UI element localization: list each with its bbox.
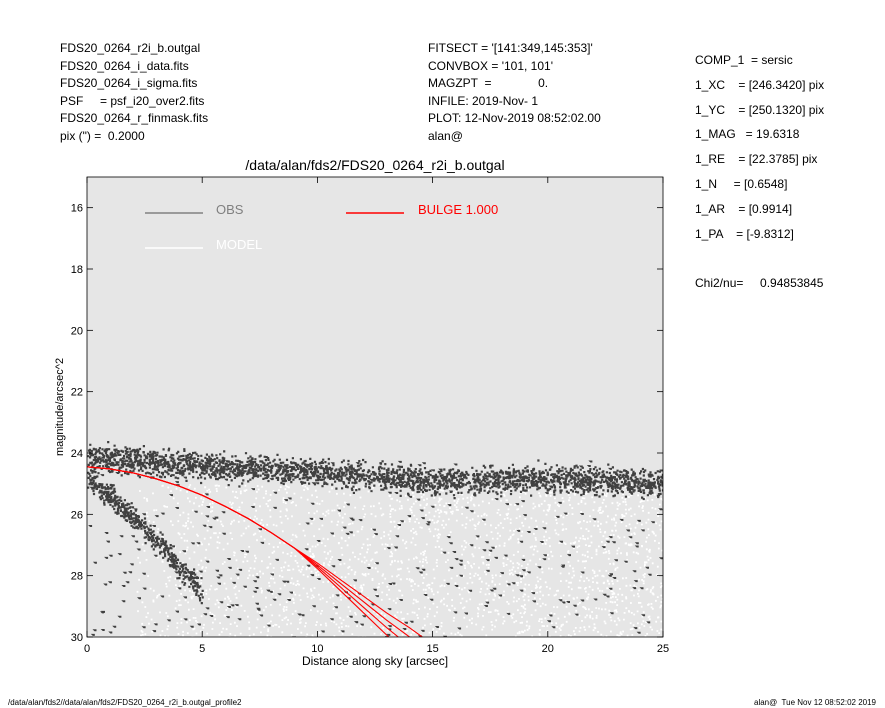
legend-bulge-label: BULGE 1.000 — [418, 202, 498, 217]
footer-left: /data/alan/fds2//data/alan/fds2/FDS20_02… — [8, 698, 242, 707]
fit-param-line: 1_YC = [250.1320] pix — [695, 102, 825, 117]
fit-param-line: 1_RE = [22.3785] pix — [695, 152, 818, 167]
x-tick-label: 5 — [199, 643, 205, 655]
fit-param-line: 1_N = [0.6548] — [695, 176, 788, 191]
header-middle-line: MAGZPT = 0. — [428, 76, 549, 90]
fit-parameters-block: COMP_1 = sersic 1_XC = [246.3420] pix 1_YC… — [695, 48, 824, 296]
y-tick-label: 16 — [71, 203, 83, 215]
fit-param-line: Chi2/nu= 0.94853845 — [695, 276, 824, 291]
x-tick-label: 20 — [542, 643, 554, 655]
axis-ticks: 0 5 10 15 20 25 16 18 20 22 24 26 28 30 — [71, 177, 669, 655]
header-middle-line: CONVBOX = '101, 101' — [428, 58, 553, 73]
obs-points-layer — [87, 441, 663, 637]
y-tick-label: 30 — [71, 632, 83, 644]
plot-frame — [86, 176, 664, 638]
y-axis-label: magnitude/arcsec^2 — [54, 358, 66, 456]
fit-param-line: 1_AR = [0.9914] — [695, 201, 793, 216]
y-tick-label: 26 — [71, 509, 83, 521]
x-tick-label: 10 — [311, 643, 323, 655]
x-tick-label: 25 — [657, 643, 669, 655]
y-tick-label: 24 — [71, 448, 83, 460]
header-middle-line: alan@ — [428, 128, 463, 143]
fit-param-line: COMP_1 = sersic — [695, 53, 793, 67]
y-tick-label: 20 — [71, 325, 83, 337]
header-left-line: PSF = psf_i20_over2.fits — [60, 93, 205, 108]
y-tick-label: 18 — [71, 264, 83, 276]
header-left-block: FDS20_0264_r2i_b.outgal FDS20_0264_i_data… — [60, 40, 208, 145]
header-middle-line: INFILE: 2019-Nov- 1 — [428, 93, 539, 108]
x-axis-label: Distance along sky [arcsec] — [302, 654, 448, 668]
legend-model-label: MODEL — [216, 237, 262, 252]
fit-param-line: 1_MAG = 19.6318 — [695, 127, 800, 142]
header-middle-block: FITSECT = '[141:349,145:353]' CONVBOX = '… — [428, 40, 601, 145]
fit-param-line: 1_PA = [-9.8312] — [695, 226, 794, 241]
chart-title: /data/alan/fds2/FDS20_0264_r2i_b.outgal — [245, 157, 505, 173]
bulge-curve — [87, 466, 390, 637]
header-left-line: pix (") = 0.2000 — [60, 128, 145, 143]
obs-points — [87, 441, 663, 637]
plot-area — [87, 177, 663, 637]
header-middle-line: FITSECT = '[141:349,145:353]' — [428, 41, 593, 55]
header-left-line: FDS20_0264_r2i_b.outgal — [60, 41, 201, 55]
bulge-curves-layer — [87, 466, 424, 637]
legend-obs-label: OBS — [216, 202, 244, 217]
header-left-line: FDS20_0264_i_sigma.fits — [60, 76, 198, 90]
y-tick-label: 28 — [71, 571, 83, 583]
footer-right: alan@ Tue Nov 12 08:52:02 2019 — [754, 698, 876, 707]
fit-param-line: 1_XC = [246.3420] pix — [695, 77, 825, 92]
y-tick-label: 22 — [71, 387, 83, 399]
legend: OBS MODEL BULGE 1.000 — [145, 202, 498, 252]
x-tick-label: 15 — [426, 643, 438, 655]
x-tick-label: 0 — [84, 643, 90, 655]
header-left-line: FDS20_0264_r_finmask.fits — [60, 111, 209, 125]
header-middle-line: PLOT: 12-Nov-2019 08:52:02.00 — [428, 111, 601, 125]
header-left-line: FDS20_0264_i_data.fits — [60, 58, 189, 73]
